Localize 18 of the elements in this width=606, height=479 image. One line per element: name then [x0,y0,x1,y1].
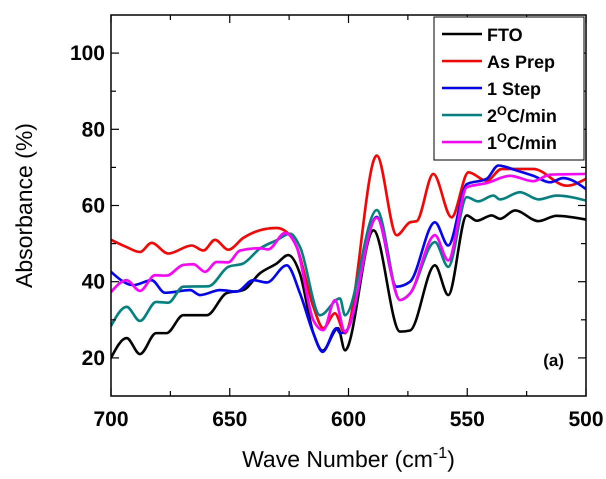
y-tick-label: 100 [70,42,105,66]
y-tick-label: 40 [82,270,105,294]
y-tick-label: 60 [82,194,105,218]
y-tick-label: 80 [82,118,105,142]
annotation: (a) [543,351,564,370]
legend-label: 1 Step [487,79,542,99]
x-tick-label: 550 [450,408,485,431]
legend-label: 2$^{O}$C/min [487,104,557,126]
x-tick-label: 700 [93,408,129,431]
legend-label: 1$^{O}$C/min [487,131,557,153]
x-tick-label: 650 [212,408,248,431]
y-axis-title: Absorbance (%) [11,123,37,288]
legend-label: FTO [487,25,523,45]
y-tick-label: 20 [82,346,105,370]
x-tick-label: 500 [568,408,604,431]
x-tick-label: 600 [330,408,366,431]
legend-label: As Prep [487,52,556,72]
x-axis-title: Wave Number (cm$^{-1}$) [242,444,455,472]
